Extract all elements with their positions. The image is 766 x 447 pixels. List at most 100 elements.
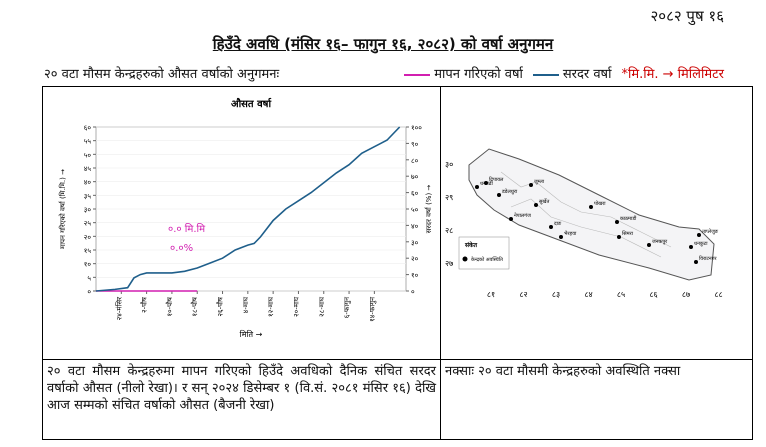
lon-label: ८५ [617,290,625,299]
y2-tick-label: ३० [411,239,419,247]
station-dot [694,260,698,264]
station-dot [615,220,619,224]
legend-swatch [532,73,559,76]
y2-tick-label: २० [411,255,419,263]
y-tick-label: ४० [84,179,92,187]
y-tick-label: १५ [84,247,92,255]
station-dot [497,193,501,197]
caption-left: २० वटा मौसम केन्द्रहरुमा मापन गरिएको हिउ… [42,359,441,440]
station-label: काठमाडौं [620,215,637,222]
x-tick-label: १८-पौष [190,296,199,317]
lon-label: ८६ [649,290,657,299]
station-dot [549,225,553,229]
y-tick-label: २० [84,233,92,241]
station-dot [689,245,693,249]
station-label: ताप्लेजुङ [702,228,719,235]
y2-tick-label: ४० [411,222,419,230]
y2-tick-label: ८० [411,157,419,165]
lat-label: २९ [445,193,453,202]
y-tick-label: ४५ [84,165,92,173]
y-tick-label: ३० [84,206,92,214]
station-label: धनकुटा [694,241,708,247]
y-tick-label: १० [84,261,92,269]
x-tick-label: २-पौष [140,296,149,313]
legend-item: सरदर वर्षा [532,64,612,82]
y-tick-label: ५ [87,274,91,282]
title: हिउँदे अवधि (मंसिर १६– फागुन १६, २०८२) क… [212,35,554,53]
station-dot [534,203,538,207]
lat-label: २७ [445,259,453,268]
y-tick-label: ५० [84,151,92,159]
legend-item: मापन गरिएको वर्षा [404,64,523,82]
y2-tick-label: ६० [411,190,419,198]
station-dot [559,235,563,239]
station-label: जनकपुर [652,239,668,245]
legend: मापन गरिएको वर्षा सरदर वर्षा *मि.मि. → म… [404,64,724,82]
y2-tick-label: १० [411,272,419,280]
x-tick-label: १४-फागुन [368,297,376,322]
station-label: डडेलधुरा [501,188,518,195]
intro: २० वटा मौसम केन्द्रहरुको औसत वर्षाको अनु… [44,67,280,82]
caption-right: नक्साः २० वटा मौसमी केन्द्रहरुको अवस्थित… [440,359,753,440]
y2-tick-label: १०० [411,124,422,132]
y-axis-label: मापन गरिएको वर्षा (मि.मि.) → [58,169,67,249]
layout-table: औसत वर्षा ० ५ १० १५ २० २५ ३० ३५ ४० ४५ ५० ५५ ६० ० १० २० ३०… [42,86,753,440]
station-label: जुम्ला [534,179,545,185]
lat-label: २८ [445,226,453,235]
x-tick-label: ४-माघ [242,296,250,313]
x-tick-label: १०-पौष [165,296,174,317]
annotation: ०.० मि.मि [168,223,206,235]
lat-label: ३० [445,160,453,169]
legend-label: मापन गरिएको वर्षा [434,67,523,82]
x-tick-label: २८-माघ [318,296,326,317]
y2-tick-label: ५० [411,206,419,214]
station-label: विराटनगर [699,255,718,262]
map-legend-dot [462,256,468,262]
x-tick-label: २४-मंसिर [114,297,123,321]
x-tick-label: २०-माघ [292,296,300,317]
y2-tick-label: ० [411,288,415,296]
station-label: सिमरा [622,230,634,237]
station-dot [509,217,513,221]
station-dot [484,181,488,185]
station-label: पोखरा [594,200,606,207]
x-tick-label: २६-पौष [216,296,225,317]
station-label: भैरहवा [564,230,577,237]
x-tick-label: ६-फागुन [343,297,351,318]
legend-note: *मि.मि. → मिलिमिटर [621,67,724,82]
lon-label: ८२ [519,290,527,299]
y-tick-label: २५ [84,220,92,228]
y-tick-label: ६० [84,124,92,132]
lon-label: ८७ [682,290,690,299]
y2-tick-label: ७० [411,173,419,181]
station-label: दिपायल [489,176,504,183]
y2-tick-label: ९० [411,140,419,148]
date: २०८२ पुष १६ [650,7,724,25]
lon-label: ८८ [714,290,722,299]
lon-label: ८४ [584,290,592,299]
map: ३०२९२८२७८१८२८३८४८५८६८७८८धनगढीदिपायलजुम्ल… [445,148,723,299]
x-tick-label: १२-माघ [267,296,275,317]
station-label: नेपालगंज [514,212,531,219]
chart-title: औसत वर्षा [231,97,272,110]
y-tick-label: ५५ [84,138,92,146]
lon-label: ८१ [487,290,495,299]
legend-label: सरदर वर्षा [562,67,612,82]
station-label: दाङ [554,221,562,227]
station-dot [589,205,593,209]
legend-swatch [404,73,431,76]
y-tick-label: ३५ [84,192,92,200]
map-legend-label: केन्द्रको अवस्थिति [471,256,503,263]
series-line [95,126,401,292]
x-axis-label: मिति → [240,329,263,339]
station-dot [647,243,651,247]
annotation: ०.०% [170,243,193,254]
station-dot [697,233,701,237]
station-dot [529,183,533,187]
station-dot [475,185,479,189]
map-legend-title: संकेत [464,241,478,249]
chart: औसत वर्षा ० ५ १० १५ २० २५ ३० ३५ ४० ४५ ५० ५५ ६० ० १० २० ३०… [58,97,433,339]
y2-axis-label: सरदर वर्षा (%) → [424,185,433,234]
station-dot [617,235,621,239]
